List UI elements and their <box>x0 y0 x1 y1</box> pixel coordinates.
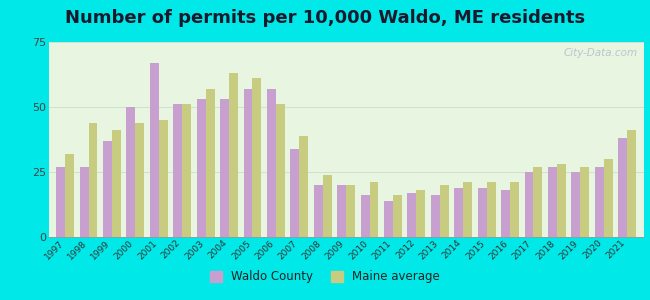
Bar <box>501 190 510 237</box>
Bar <box>276 104 285 237</box>
Text: Number of permits per 10,000 Waldo, ME residents: Number of permits per 10,000 Waldo, ME r… <box>65 9 585 27</box>
Bar <box>112 130 121 237</box>
Bar <box>182 104 191 237</box>
Legend: Waldo County, Maine average: Waldo County, Maine average <box>205 266 445 288</box>
Bar <box>197 99 205 237</box>
Bar <box>370 182 378 237</box>
Bar <box>557 164 566 237</box>
Bar <box>150 63 159 237</box>
Bar <box>618 138 627 237</box>
Bar <box>454 188 463 237</box>
Bar <box>291 148 299 237</box>
Bar <box>463 182 472 237</box>
Bar <box>314 185 322 237</box>
Bar <box>510 182 519 237</box>
Bar <box>431 195 440 237</box>
Bar <box>127 107 135 237</box>
Bar <box>252 78 261 237</box>
Bar <box>103 141 112 237</box>
Bar <box>88 123 98 237</box>
Bar <box>346 185 355 237</box>
Bar <box>417 190 425 237</box>
Bar <box>627 130 636 237</box>
Bar <box>478 188 487 237</box>
Bar <box>220 99 229 237</box>
Bar <box>408 193 417 237</box>
Bar <box>229 73 238 237</box>
Bar <box>65 154 74 237</box>
Bar <box>205 89 214 237</box>
Bar <box>57 167 65 237</box>
Bar <box>135 123 144 237</box>
Bar <box>487 182 495 237</box>
Bar <box>393 195 402 237</box>
Bar <box>534 167 542 237</box>
Bar <box>548 167 557 237</box>
Bar <box>159 120 168 237</box>
Bar <box>80 167 88 237</box>
Bar <box>440 185 448 237</box>
Bar <box>244 89 252 237</box>
Bar <box>361 195 370 237</box>
Bar <box>580 167 589 237</box>
Bar <box>525 172 534 237</box>
Text: City-Data.com: City-Data.com <box>564 48 638 58</box>
Bar <box>571 172 580 237</box>
Bar <box>174 104 182 237</box>
Bar <box>604 159 612 237</box>
Bar <box>267 89 276 237</box>
Bar <box>337 185 346 237</box>
Bar <box>384 201 393 237</box>
Bar <box>595 167 604 237</box>
Bar <box>322 175 332 237</box>
Bar <box>299 136 308 237</box>
